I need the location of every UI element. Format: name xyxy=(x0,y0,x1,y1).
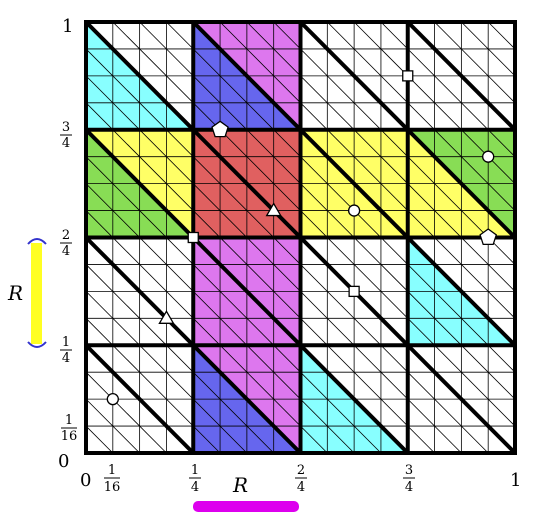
fine-grid-diagonal xyxy=(246,21,516,292)
fine-grid-diagonal xyxy=(85,398,140,454)
fine-grid-diagonal xyxy=(327,21,516,211)
fraction-numerator: 1 xyxy=(65,413,73,428)
fraction-numerator: 1 xyxy=(191,463,199,478)
fine-grid-diagonal xyxy=(487,21,516,50)
pentagon-marker xyxy=(211,120,229,138)
fraction-denominator: 16 xyxy=(61,429,78,444)
fine-grid-diagonal xyxy=(85,210,328,454)
coarse-grid-diagonal xyxy=(84,128,195,239)
point-markers xyxy=(106,70,498,406)
bottom-label-one-quarter: 1 4 xyxy=(189,463,201,495)
coarse-grid-diagonal xyxy=(191,343,302,455)
fraction-numerator: 2 xyxy=(297,463,305,478)
fine-grid-diagonal xyxy=(85,371,167,454)
fine-grid-diagonal xyxy=(219,21,516,319)
fine-grid-diagonal xyxy=(139,21,516,400)
fine-grid-diagonal xyxy=(166,21,516,373)
left-range-bracket xyxy=(27,238,47,348)
square-marker xyxy=(348,285,360,298)
coarse-grid-diagonal xyxy=(191,128,302,239)
fraction-numerator: 1 xyxy=(62,335,70,350)
fraction-denominator: 4 xyxy=(62,244,70,259)
left-range-bar xyxy=(31,243,42,344)
pentagon-marker xyxy=(479,228,498,246)
fine-grid-diagonal xyxy=(112,21,516,427)
fraction-numerator: 3 xyxy=(62,120,70,135)
fine-grid-diagonal xyxy=(85,291,248,454)
coarse-grid-diagonal xyxy=(84,236,195,347)
coarse-grid-diagonal xyxy=(406,236,517,347)
coarse-grid-diagonal xyxy=(406,343,517,455)
fine-grid-diagonal xyxy=(85,264,274,454)
fraction-numerator: 2 xyxy=(62,228,70,243)
bottom-range-label: R xyxy=(232,473,248,497)
fine-grid-diagonal xyxy=(85,48,489,454)
triangle-marker xyxy=(265,202,282,217)
bottom-label-two-quarter: 2 4 xyxy=(295,463,307,495)
left-range-label: R xyxy=(7,281,23,305)
circle-marker xyxy=(347,204,361,217)
circle-marker xyxy=(482,150,495,163)
fine-grid-diagonal xyxy=(85,156,382,454)
coarse-grid-diagonal xyxy=(191,20,302,132)
left-label-two-quarter: 2 4 xyxy=(60,228,72,259)
left-label-one-sixteenth: 1 16 xyxy=(61,413,78,444)
coarse-grid-diagonal xyxy=(406,20,517,132)
fine-grid-diagonal xyxy=(85,75,462,454)
fraction-numerator: 3 xyxy=(405,463,413,478)
fraction-denominator: 4 xyxy=(297,480,305,495)
fine-grid-diagonal xyxy=(273,21,516,265)
coarse-grid-diagonal xyxy=(406,128,517,239)
fine-grid-diagonal xyxy=(85,318,221,454)
fine-grid-diagonal xyxy=(85,425,114,454)
coarse-grid-diagonal xyxy=(84,343,195,455)
coarse-grid xyxy=(84,20,517,455)
coarse-grid-diagonal xyxy=(299,128,410,239)
left-range-cap-bottom xyxy=(27,341,47,348)
fine-grid-diagonal xyxy=(434,21,516,104)
coarse-grid-diagonal xyxy=(84,20,195,132)
square-marker xyxy=(402,70,414,82)
bottom-label-1: 1 xyxy=(510,470,521,491)
fraction-denominator: 4 xyxy=(191,480,199,495)
bottom-label-three-quarter: 3 4 xyxy=(403,463,415,495)
left-label-one-quarter: 1 4 xyxy=(60,335,72,366)
fraction-denominator: 4 xyxy=(62,136,70,151)
fraction-denominator: 16 xyxy=(104,480,121,495)
fine-grid-diagonal xyxy=(85,183,355,454)
fraction-numerator: 1 xyxy=(108,463,116,478)
square-marker xyxy=(187,231,199,244)
left-range-cap-top xyxy=(27,238,47,245)
fine-grid-diagonal xyxy=(85,102,435,454)
left-label-three-quarter: 3 4 xyxy=(60,120,72,151)
coarse-grid-diagonal xyxy=(191,236,302,347)
left-label-1: 1 xyxy=(62,16,73,37)
fraction-denominator: 4 xyxy=(62,351,70,366)
fraction-denominator: 4 xyxy=(405,480,413,495)
bottom-label-0: 0 xyxy=(80,470,91,491)
fine-grid-diagonal xyxy=(380,21,516,157)
bottom-range-bar xyxy=(193,501,299,512)
bottom-range-bracket xyxy=(193,501,299,512)
fine-grid-diagonal xyxy=(461,21,516,77)
circle-marker xyxy=(106,392,119,406)
coarse-grid-diagonal xyxy=(299,343,410,455)
coarse-grid-diagonal xyxy=(299,20,410,132)
left-label-0: 0 xyxy=(58,451,69,472)
bottom-label-one-sixteenth: 1 16 xyxy=(104,463,121,495)
triangle-marker xyxy=(158,310,175,324)
